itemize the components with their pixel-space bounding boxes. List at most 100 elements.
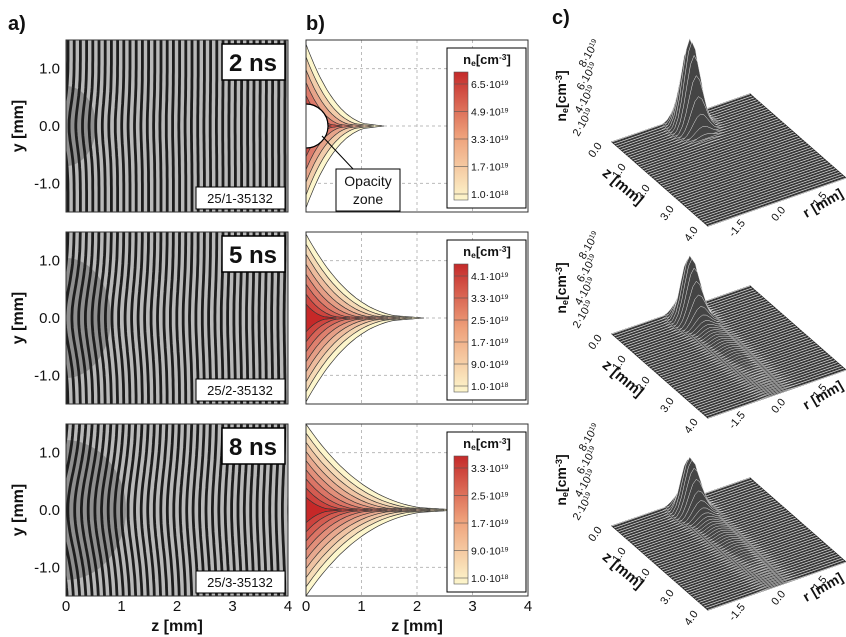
colorbar-label-part: 4.9·10 (471, 107, 501, 119)
z-tick-label: 4 (284, 598, 292, 615)
time-label: 5 ns (229, 242, 277, 269)
panel-label: a) (8, 13, 26, 35)
colorbar-label-part: 1.0·10 (471, 573, 501, 585)
fringe (191, 36, 192, 216)
r-tick-label: 0.0 (769, 204, 788, 223)
fringe (185, 36, 186, 216)
n-axis-label-part: [cm (553, 83, 569, 108)
colorbar-label-part: 19 (501, 491, 509, 498)
fringe (179, 36, 180, 216)
r-tick-label: 0.0 (769, 396, 788, 415)
z-tick-label: 4.0 (682, 417, 701, 436)
z-axis-label: z [mm] (151, 618, 203, 635)
fringe (147, 36, 148, 216)
z-tick-label: 0 (62, 598, 70, 615)
colorbar (454, 72, 468, 200)
y-tick-label: -1.0 (34, 559, 60, 576)
z-tick-label: 0.0 (586, 333, 605, 352)
colorbar-label-part: 19 (501, 135, 509, 142)
colorbar-title-part: n (463, 436, 471, 451)
annotation: Opacity (344, 173, 391, 189)
r-tick-label: 0.0 (769, 588, 788, 607)
n-tick-label-part: 2·10 (571, 497, 592, 522)
z-tick-label: 2 (413, 598, 421, 615)
y-tick-label: 0.0 (39, 310, 60, 327)
n-axis-label-part: -3 (554, 459, 564, 467)
n-axis-label: ne[cm-3] (553, 454, 570, 505)
colorbar-label-part: 9.0·10 (471, 546, 501, 558)
colorbar-label-part: 1.0·10 (471, 381, 501, 393)
fringe (141, 36, 143, 216)
n-tick-label: 8·1019 (577, 421, 603, 453)
z-tick-label: 1 (117, 598, 125, 615)
n-tick-label-part: 2·10 (571, 305, 592, 330)
colorbar-label-part: 19 (501, 162, 509, 169)
z-tick-label: 4.0 (682, 225, 701, 244)
y-tick-label: 1.0 (39, 253, 60, 270)
colorbar-label-part: 3.3·10 (471, 463, 501, 475)
colorbar-label-part: 19 (501, 464, 509, 471)
n-axis-label-part: n (553, 305, 569, 314)
colorbar-title-part: n (463, 244, 471, 259)
colorbar-label-part: 1.7·10 (471, 518, 501, 530)
r-tick-label: -1.5 (727, 601, 748, 623)
z-tick-label: 4 (524, 598, 532, 615)
colorbar-label-part: 19 (501, 80, 509, 87)
fringe (289, 420, 291, 600)
n-axis-label: ne[cm-3] (553, 70, 570, 121)
z-tick-label: 2 (173, 598, 181, 615)
n-axis-label-part: n (553, 113, 569, 122)
n-axis-label-part: [cm (553, 275, 569, 300)
colorbar-label-part: 19 (501, 294, 509, 301)
r-tick-label: -1.5 (727, 217, 748, 239)
y-tick-label: 1.0 (39, 61, 60, 78)
fringe (160, 36, 161, 216)
shot-label: 25/3-35132 (207, 575, 273, 590)
shot-label: 25/1-35132 (207, 191, 273, 206)
colorbar-title-part: [cm (476, 244, 499, 259)
colorbar-label-part: 18 (501, 382, 509, 389)
colorbar-label-part: 6.5·10 (471, 79, 501, 91)
colorbar-title-part: n (463, 52, 471, 67)
colorbar-title-part: ] (506, 244, 510, 259)
colorbar-label-part: 19 (501, 546, 509, 553)
colorbar-label-part: 3.3·10 (471, 134, 501, 146)
y-tick-label: 0.0 (39, 502, 60, 519)
colorbar-title-part: ] (506, 436, 510, 451)
y-axis-label: y [mm] (10, 100, 27, 152)
fringe (290, 228, 291, 408)
colorbar-label-part: 1.7·10 (471, 337, 501, 349)
colorbar-label-part: 4.1·10 (471, 271, 501, 283)
z-tick-label: 0 (302, 598, 310, 615)
z-tick-label: 3.0 (658, 204, 677, 223)
n-axis-label-part: n (553, 497, 569, 506)
time-label: 8 ns (229, 434, 277, 461)
figure: a) b) c) 2 ns25/1-35132Opacityzonene[cm-… (0, 0, 846, 637)
n-axis-label: ne[cm-3] (553, 262, 570, 313)
fringe (166, 36, 167, 216)
n-tick-label: 8·1019 (577, 37, 603, 69)
y-tick-label: 1.0 (39, 445, 60, 462)
z-tick-label: 0.0 (586, 525, 605, 544)
n-axis-label-part: ] (553, 454, 569, 459)
shot-label: 25/2-35132 (207, 383, 273, 398)
colorbar-label-part: 3.3·10 (471, 293, 501, 305)
colorbar-label-part: 19 (501, 519, 509, 526)
annotation: zone (353, 191, 384, 207)
colorbar-title-part: ] (506, 52, 510, 67)
panel-label: b) (306, 13, 325, 35)
fringe (173, 36, 174, 216)
colorbar-label-part: 1.7·10 (471, 162, 501, 174)
z-tick-label: 1 (357, 598, 365, 615)
colorbar-label-part: 2.5·10 (471, 315, 501, 327)
colorbar (454, 456, 468, 584)
z-tick-label: 3 (228, 598, 236, 615)
n-tick-label-part: 2·10 (571, 113, 592, 138)
colorbar-label-part: 2.5·10 (471, 491, 501, 503)
n-axis-label-part: ] (553, 262, 569, 267)
surface-plot (612, 39, 846, 226)
z-tick-label: 0.0 (586, 141, 605, 160)
z-tick-label: 3.0 (658, 588, 677, 607)
colorbar (454, 264, 468, 392)
y-tick-label: -1.0 (34, 175, 60, 192)
